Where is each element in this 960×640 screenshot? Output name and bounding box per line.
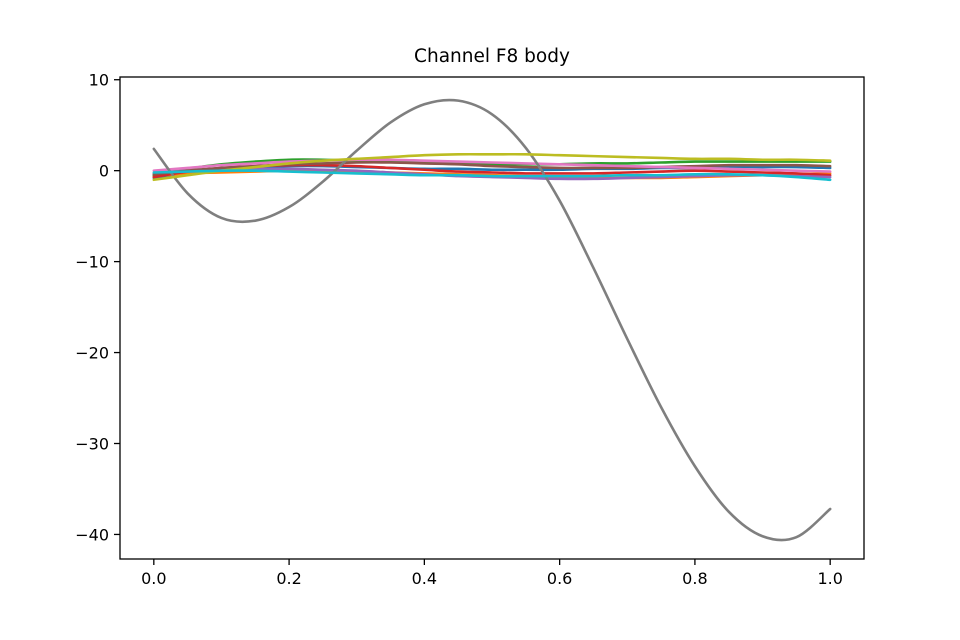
- series-line-9: [152, 152, 832, 182]
- x-tick-label: 0.6: [547, 569, 572, 588]
- y-tick-label: −10: [75, 253, 109, 272]
- y-tick-label: −30: [75, 435, 109, 454]
- series-line-8: [152, 98, 832, 542]
- y-tick-label: −20: [75, 344, 109, 363]
- series-line-7: [152, 158, 832, 173]
- x-tick-label: 0.4: [412, 569, 437, 588]
- x-tick-label: 0.2: [276, 569, 301, 588]
- series-layer: [152, 98, 832, 542]
- series-line-10: [152, 169, 832, 182]
- plot-area: [120, 77, 864, 559]
- axes-frame: [119, 76, 865, 560]
- x-tick-label: 1.0: [817, 569, 842, 588]
- y-tick-label: 0: [99, 162, 109, 181]
- y-axis-ticks: 10 0 −10 −20 −30 −40: [75, 71, 120, 544]
- y-tick-label: 10: [89, 71, 109, 90]
- x-tick-label: 0.8: [682, 569, 707, 588]
- x-axis-ticks: 0.0 0.2 0.4 0.6 0.8 1.0: [141, 559, 843, 588]
- y-tick-label: −40: [75, 525, 109, 544]
- chart-title: Channel F8 body: [414, 46, 570, 67]
- x-tick-label: 0.0: [141, 569, 166, 588]
- series-line-3: [152, 158, 832, 177]
